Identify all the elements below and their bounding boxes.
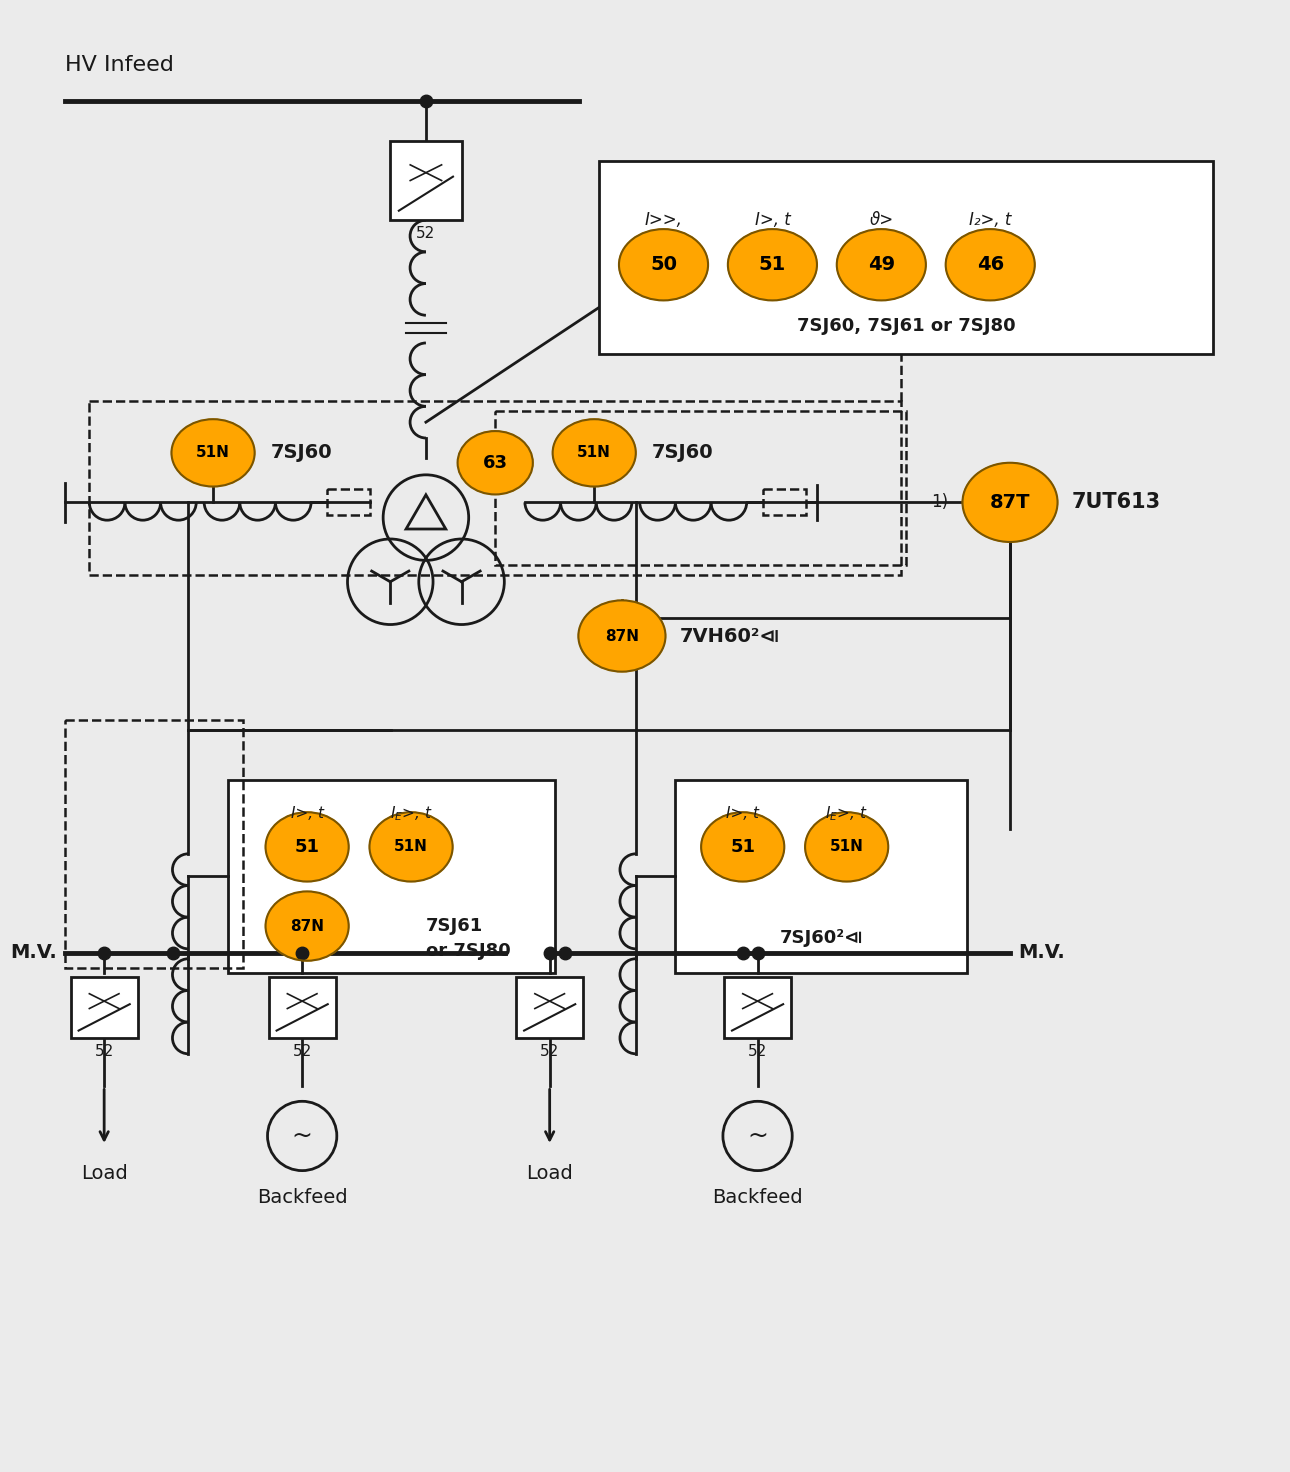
Text: 7UT613: 7UT613 bbox=[1072, 492, 1161, 512]
Text: 7SJ60²⧏: 7SJ60²⧏ bbox=[779, 929, 863, 946]
Text: M.V.: M.V. bbox=[10, 944, 57, 963]
Bar bbox=[64, 720, 243, 967]
Text: $I_E$>, t: $I_E$>, t bbox=[390, 804, 432, 823]
Text: 7SJ60: 7SJ60 bbox=[271, 443, 332, 462]
Text: 87T: 87T bbox=[989, 493, 1031, 512]
Bar bbox=[268, 976, 335, 1038]
Ellipse shape bbox=[172, 420, 254, 487]
Text: I₂>, t: I₂>, t bbox=[969, 210, 1011, 230]
Bar bbox=[228, 780, 555, 973]
Text: Load: Load bbox=[81, 1164, 128, 1182]
Ellipse shape bbox=[946, 230, 1035, 300]
Text: or 7SJ80: or 7SJ80 bbox=[426, 942, 511, 960]
Text: 51: 51 bbox=[759, 255, 786, 274]
Text: 52: 52 bbox=[417, 227, 436, 241]
Ellipse shape bbox=[266, 813, 348, 882]
Bar bbox=[71, 976, 138, 1038]
Text: 51N: 51N bbox=[196, 446, 230, 461]
Ellipse shape bbox=[266, 892, 348, 961]
Text: 7VH60²⧏: 7VH60²⧏ bbox=[680, 627, 780, 646]
Bar bbox=[724, 976, 791, 1038]
Ellipse shape bbox=[552, 420, 636, 487]
Text: 63: 63 bbox=[482, 453, 508, 471]
Ellipse shape bbox=[458, 431, 533, 495]
Text: 51N: 51N bbox=[395, 839, 428, 854]
Text: 52: 52 bbox=[293, 1044, 312, 1058]
Bar bbox=[326, 490, 370, 515]
Text: Load: Load bbox=[526, 1164, 573, 1182]
Text: Backfeed: Backfeed bbox=[257, 1188, 347, 1207]
Bar bbox=[599, 160, 1213, 353]
Text: 1): 1) bbox=[931, 493, 948, 511]
Text: 87N: 87N bbox=[605, 629, 639, 643]
Text: ~: ~ bbox=[292, 1125, 312, 1148]
Ellipse shape bbox=[702, 813, 784, 882]
Text: 51N: 51N bbox=[578, 446, 611, 461]
Text: 7SJ60, 7SJ61 or 7SJ80: 7SJ60, 7SJ61 or 7SJ80 bbox=[797, 316, 1015, 336]
Bar bbox=[495, 411, 906, 565]
Text: 52: 52 bbox=[94, 1044, 114, 1058]
Ellipse shape bbox=[962, 462, 1058, 542]
Text: 7SJ61: 7SJ61 bbox=[426, 917, 484, 935]
Ellipse shape bbox=[837, 230, 926, 300]
Ellipse shape bbox=[728, 230, 817, 300]
Text: 87N: 87N bbox=[290, 919, 324, 933]
Text: I>>,: I>>, bbox=[645, 210, 682, 230]
Text: M.V.: M.V. bbox=[1018, 944, 1064, 963]
Text: ϑ>: ϑ> bbox=[869, 210, 894, 230]
Text: 7SJ60: 7SJ60 bbox=[651, 443, 713, 462]
Bar bbox=[676, 780, 968, 973]
Text: 52: 52 bbox=[541, 1044, 560, 1058]
Bar bbox=[516, 976, 583, 1038]
Text: I>, t: I>, t bbox=[726, 805, 760, 821]
Ellipse shape bbox=[805, 813, 889, 882]
Text: 52: 52 bbox=[748, 1044, 768, 1058]
Bar bbox=[89, 402, 902, 574]
Ellipse shape bbox=[369, 813, 453, 882]
Text: ~: ~ bbox=[747, 1125, 768, 1148]
Ellipse shape bbox=[619, 230, 708, 300]
Text: I>, t: I>, t bbox=[755, 210, 791, 230]
Bar bbox=[762, 490, 806, 515]
Text: 51N: 51N bbox=[829, 839, 863, 854]
Text: 50: 50 bbox=[650, 255, 677, 274]
Text: I>, t: I>, t bbox=[290, 805, 324, 821]
Ellipse shape bbox=[578, 601, 666, 671]
Text: 51: 51 bbox=[294, 838, 320, 855]
Text: Backfeed: Backfeed bbox=[712, 1188, 802, 1207]
Text: 49: 49 bbox=[868, 255, 895, 274]
Text: 46: 46 bbox=[977, 255, 1004, 274]
Bar bbox=[391, 141, 462, 221]
Text: HV Infeed: HV Infeed bbox=[64, 54, 173, 75]
Text: $I_E$>, t: $I_E$>, t bbox=[826, 804, 868, 823]
Text: 51: 51 bbox=[730, 838, 755, 855]
